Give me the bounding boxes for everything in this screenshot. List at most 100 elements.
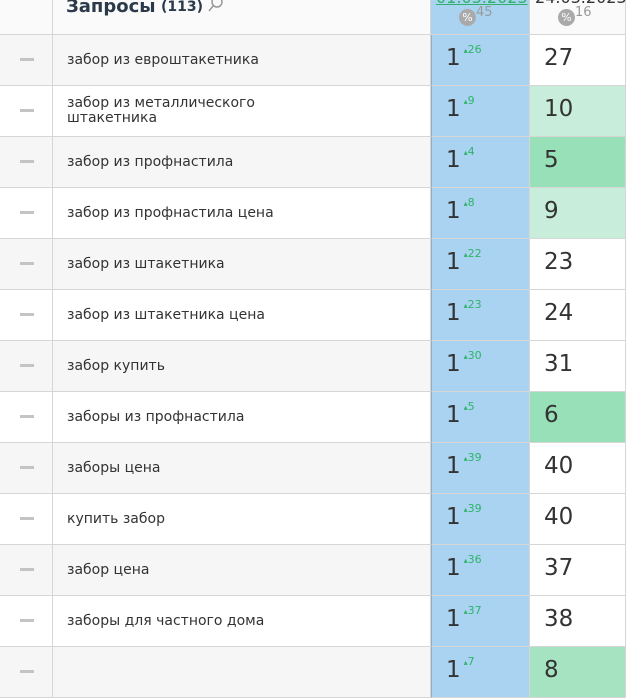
delta: ▴37: [463, 604, 482, 617]
position-cell: 38: [530, 596, 626, 647]
delta-value: 39: [467, 451, 482, 464]
row-dash[interactable]: [20, 211, 34, 214]
delta: ▴23: [463, 298, 482, 311]
position: 38: [544, 606, 574, 632]
position-cell: 23: [530, 239, 626, 290]
query: забор из евроштакетника: [67, 51, 259, 68]
percent: % 45: [459, 5, 493, 26]
delta: ▴36: [463, 553, 482, 566]
position-cell: 8: [530, 647, 626, 698]
row-dash[interactable]: [20, 568, 34, 571]
position: 24: [544, 300, 574, 326]
delta-value: 30: [467, 349, 482, 362]
position-cell: 10: [530, 86, 626, 137]
position-cell: 1 ▴22: [431, 239, 530, 290]
query-cell: заборы для частного дома: [53, 596, 431, 647]
percent-value: 45: [476, 5, 493, 20]
position-cell: 24: [530, 290, 626, 341]
delta-value: 7: [467, 655, 475, 668]
delta: ▴4: [463, 145, 475, 158]
query: заборы для частного дома: [67, 612, 265, 629]
position-cell: 1 ▴39: [431, 494, 530, 545]
delta: ▴30: [463, 349, 482, 362]
delta: ▴8: [463, 196, 475, 209]
row-dash[interactable]: [20, 160, 34, 163]
delta-value: 26: [467, 43, 482, 56]
query: заборы из профнастила: [67, 408, 245, 425]
header-query: Запросы (113): [53, 0, 431, 35]
position: 5: [544, 147, 559, 173]
query-cell: забор из профнастила цена: [53, 188, 431, 239]
delta-value: 8: [467, 196, 475, 209]
row-dash[interactable]: [20, 466, 34, 469]
row-dash[interactable]: [20, 364, 34, 367]
header-date-col: 24.03.2023%16: [530, 0, 626, 35]
query-cell: забор цена: [53, 545, 431, 596]
row-dash[interactable]: [20, 109, 34, 112]
position-cell: 1 ▴9: [431, 86, 530, 137]
position-cell: 1 ▴23: [431, 290, 530, 341]
position: 1: [446, 453, 461, 479]
position-cell: 1 ▴36: [431, 545, 530, 596]
position-cell: 9: [530, 188, 626, 239]
delta: ▴39: [463, 502, 482, 515]
delta-value: 23: [467, 298, 482, 311]
query-cell: заборы из профнастила: [53, 392, 431, 443]
delta-value: 9: [467, 94, 475, 107]
position-cell: 1 ▴39: [431, 443, 530, 494]
position-cell: 1 ▴30: [431, 341, 530, 392]
query: забор купить: [67, 357, 165, 374]
position: 1: [446, 657, 461, 683]
position-cell: 1 ▴8: [431, 188, 530, 239]
delta: ▴9: [463, 94, 475, 107]
position: 1: [446, 300, 461, 326]
row-dash[interactable]: [20, 313, 34, 316]
position-cell: 5: [530, 137, 626, 188]
position-cell: 27: [530, 35, 626, 86]
query-cell: забор из металлического штакетника: [53, 86, 431, 137]
position: 1: [446, 504, 461, 530]
query: забор из металлического штакетника: [67, 95, 255, 126]
row-dash[interactable]: [20, 262, 34, 265]
search-icon[interactable]: [207, 0, 225, 14]
query: забор из профнастила цена: [67, 204, 274, 221]
position: 6: [544, 402, 559, 428]
position-cell: 1 ▴5: [431, 392, 530, 443]
dash-cell: [0, 392, 53, 443]
date[interactable]: 01.03.2023: [436, 0, 528, 7]
query: забор из штакетника цена: [67, 306, 265, 323]
position-cell: 37: [530, 545, 626, 596]
query: забор цена: [67, 561, 150, 578]
row-dash[interactable]: [20, 517, 34, 520]
position-cell: 1 ▴37: [431, 596, 530, 647]
query-cell: заборы цена: [53, 443, 431, 494]
delta: ▴22: [463, 247, 482, 260]
percent-icon: %: [459, 9, 476, 26]
percent-icon: %: [558, 9, 575, 26]
row-dash[interactable]: [20, 415, 34, 418]
position: 1: [446, 402, 461, 428]
row-dash[interactable]: [20, 58, 34, 61]
date: 24.03.2023: [535, 0, 626, 7]
delta-value: 5: [467, 400, 475, 413]
query-cell: забор из штакетника цена: [53, 290, 431, 341]
count: (113): [161, 0, 204, 15]
delta: ▴7: [463, 655, 475, 668]
position-cell: 40: [530, 494, 626, 545]
query: купить забор: [67, 510, 165, 527]
delta-value: 36: [467, 553, 482, 566]
delta-value: 39: [467, 502, 482, 515]
delta-value: 4: [467, 145, 475, 158]
percent-value: 16: [575, 5, 592, 20]
query-cell: забор купить: [53, 341, 431, 392]
title: Запросы: [66, 0, 156, 17]
position-cell: 40: [530, 443, 626, 494]
position: 1: [446, 147, 461, 173]
position: 1: [446, 198, 461, 224]
row-dash[interactable]: [20, 670, 34, 673]
delta: ▴39: [463, 451, 482, 464]
row-dash[interactable]: [20, 619, 34, 622]
position: 1: [446, 351, 461, 377]
query-cell: [53, 647, 431, 698]
